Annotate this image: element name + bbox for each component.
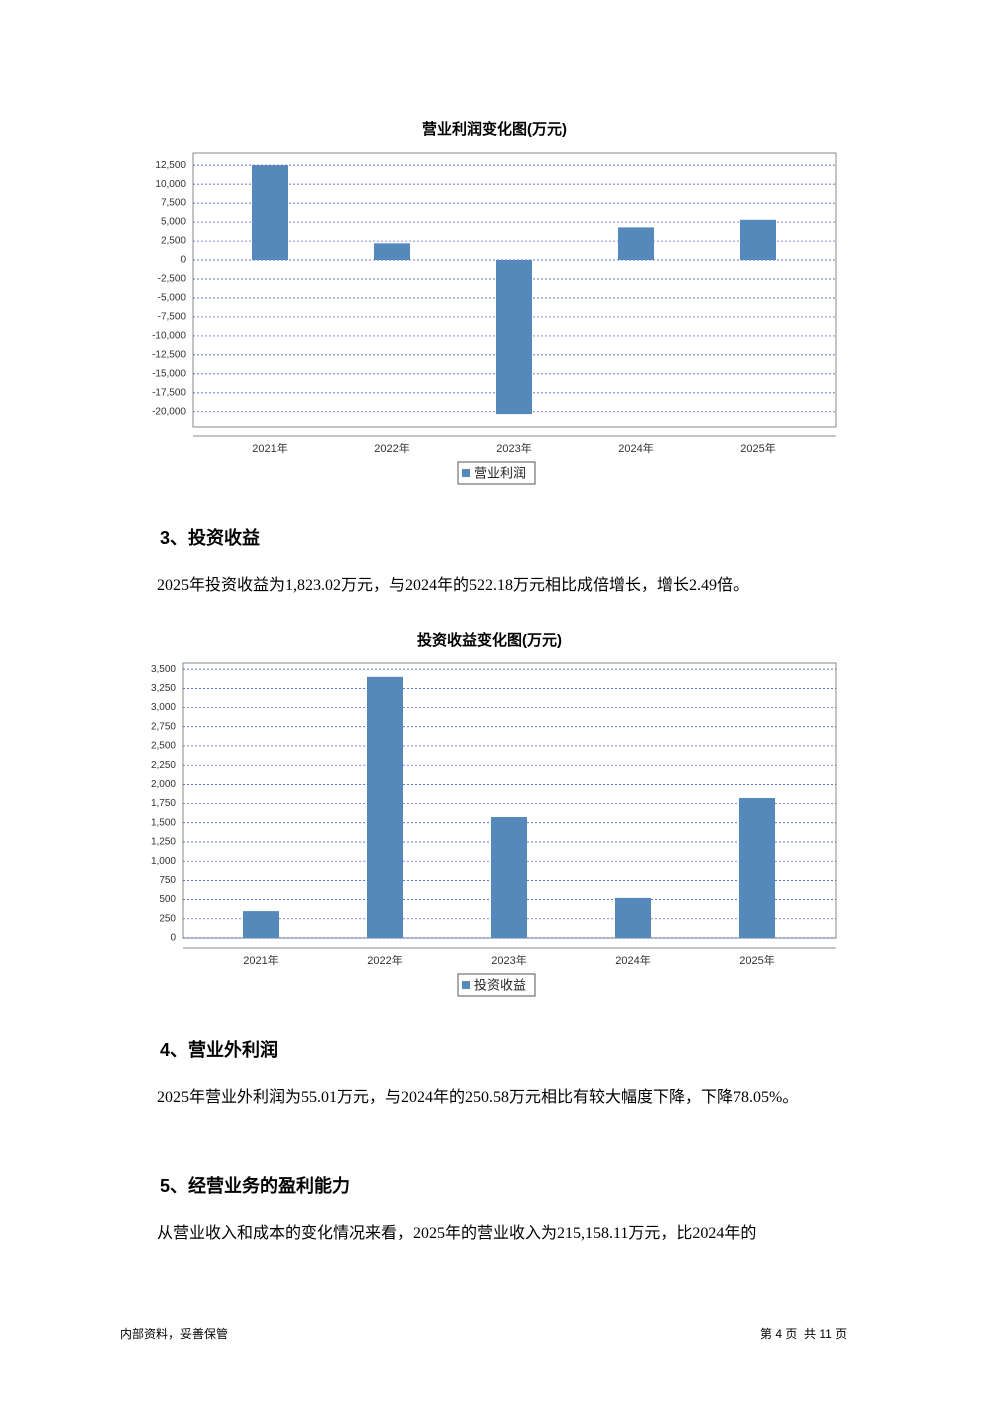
x-tick-label: 2023年 [496, 441, 531, 455]
bar [252, 165, 288, 261]
section-heading: 4、营业外利润 [160, 1040, 279, 1060]
section-heading: 5、经营业务的盈利能力 [160, 1176, 351, 1196]
x-tick-label: 2022年 [374, 441, 409, 455]
x-tick-label: 2024年 [618, 441, 653, 455]
bar [496, 260, 532, 415]
bar [739, 797, 775, 938]
plot-area [192, 152, 837, 428]
y-tick-label: 7,500 [161, 198, 186, 209]
y-tick-label: 0 [170, 933, 176, 944]
y-tick-label: -20,000 [152, 406, 186, 417]
bar [243, 911, 279, 938]
chart: 营业利润变化图(万元) 12,500 10,000 7,500 5,000 2,500 0 -… [152, 120, 837, 485]
bar [618, 227, 654, 261]
y-tick-label: 250 [159, 913, 176, 924]
y-tick-label: 2,500 [151, 741, 176, 752]
y-tick-label: -12,500 [152, 350, 186, 361]
paragraph: 2025年营业外利润为55.01万元，与2024年的250.58万元相比有较大幅… [157, 1089, 799, 1106]
x-tick-label: 2021年 [243, 953, 278, 967]
y-tick-label: 12,500 [155, 160, 186, 171]
y-tick-label: 1,500 [151, 817, 176, 828]
legend-box [457, 461, 536, 485]
paragraph: 从营业收入和成本的变化情况来看，2025年的营业收入为215,158.11万元，… [157, 1225, 757, 1242]
chart: 投资收益变化图(万元) 0 250 500 750 1,000 1,250 1,500 1,75… [151, 631, 837, 997]
y-tick-label: 500 [159, 894, 176, 905]
y-tick-label: 2,750 [151, 721, 176, 732]
y-tick-label: 3,000 [151, 702, 176, 713]
y-tick-label: -5,000 [158, 293, 187, 304]
y-tick-label: 0 [180, 255, 186, 266]
y-tick-label: 2,500 [161, 236, 186, 247]
x-tick-label: 2023年 [491, 953, 526, 967]
bar [615, 897, 651, 938]
y-tick-label: 2,250 [151, 760, 176, 771]
footer-left: 内部资料，妥善保管 [120, 1327, 229, 1341]
x-tick-label: 2021年 [252, 441, 287, 455]
y-tick-label: -15,000 [152, 369, 186, 380]
bar [374, 243, 410, 261]
legend-swatch [462, 981, 470, 989]
x-tick-label: 2025年 [740, 441, 775, 455]
paragraph: 2025年投资收益为1,823.02万元，与2024年的522.18万元相比成倍… [157, 577, 750, 594]
y-tick-label: 3,250 [151, 683, 176, 694]
y-tick-label: -7,500 [158, 312, 187, 323]
x-tick-label: 2022年 [367, 953, 402, 967]
x-tick-label: 2025年 [739, 953, 774, 967]
y-tick-label: 10,000 [155, 179, 186, 190]
bar [740, 219, 776, 261]
chart-title: 投资收益变化图(万元) [417, 631, 562, 649]
y-tick-label: -10,000 [152, 331, 186, 342]
y-tick-label: -2,500 [158, 274, 187, 285]
legend-swatch [462, 469, 470, 477]
y-tick-label: -17,500 [152, 387, 186, 398]
chart-title: 营业利润变化图(万元) [422, 120, 567, 138]
bar [367, 676, 403, 938]
y-tick-label: 1,250 [151, 837, 176, 848]
legend-label: 营业利润 [474, 465, 526, 480]
footer-right: 第 4 页 共 11 页 [760, 1327, 848, 1341]
y-tick-label: 1,750 [151, 798, 176, 809]
y-tick-label: 1,000 [151, 856, 176, 867]
x-tick-label: 2024年 [615, 953, 650, 967]
section-heading: 3、投资收益 [160, 528, 261, 548]
y-tick-label: 5,000 [161, 217, 186, 228]
bar [491, 817, 527, 938]
y-tick-label: 3,500 [151, 664, 176, 675]
y-tick-label: 2,000 [151, 779, 176, 790]
y-tick-label: 750 [159, 875, 176, 886]
legend-box [457, 973, 536, 997]
legend-label: 投资收益 [474, 977, 526, 992]
